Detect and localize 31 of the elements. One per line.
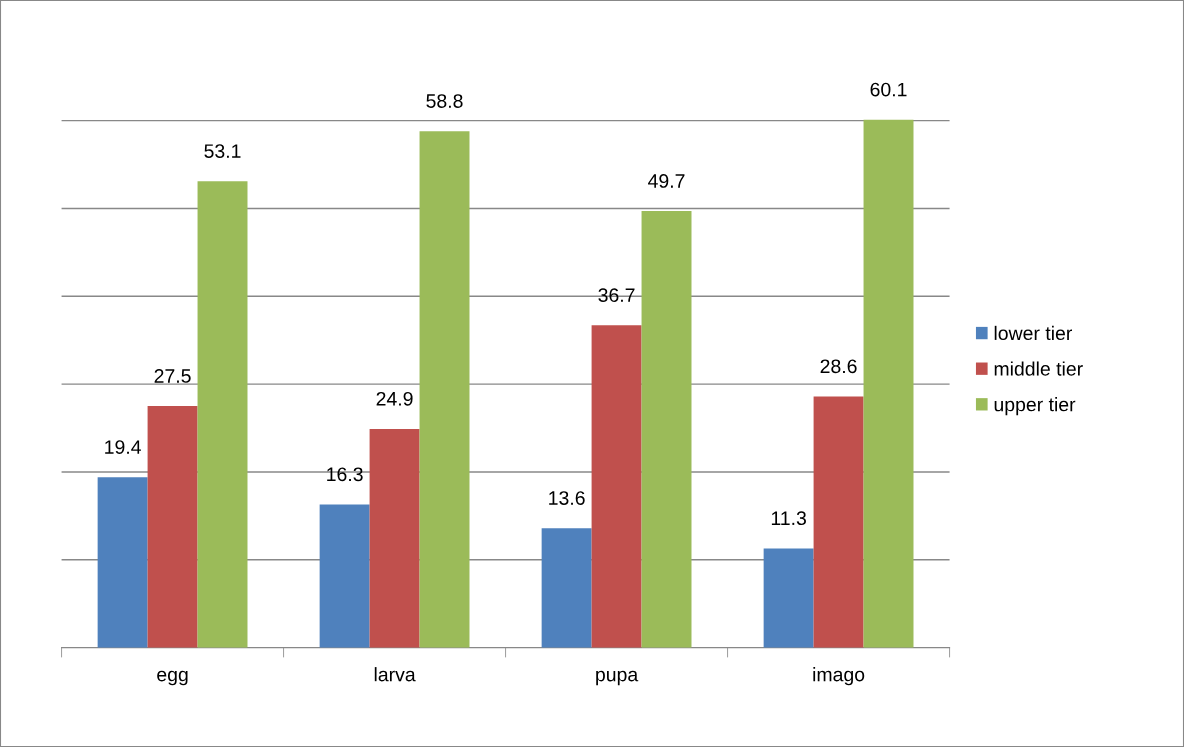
data-label: 16.3 (327, 467, 363, 482)
data-label: 24.9 (376, 391, 413, 406)
data-label: 27.5 (154, 369, 191, 383)
bar (541, 528, 592, 648)
bar (813, 396, 864, 648)
bar (147, 406, 198, 648)
bar (319, 504, 370, 648)
data-label: 28.6 (820, 359, 857, 374)
legend-label: middle tier (994, 361, 1083, 376)
data-label: 49.7 (648, 174, 685, 188)
bar (863, 119, 914, 648)
data-label: 19.4 (105, 440, 141, 454)
bar (763, 548, 814, 648)
bar (641, 211, 692, 648)
data-label: 53.1 (204, 144, 241, 158)
bar (369, 428, 420, 648)
x-tick-label: larva (374, 667, 416, 682)
bar (197, 181, 248, 648)
bar (97, 477, 148, 648)
data-label: 13.6 (549, 491, 585, 505)
data-label: 11.3 (771, 511, 806, 526)
legend-label: lower tier (994, 325, 1072, 341)
bar (591, 325, 642, 648)
bar (419, 131, 470, 648)
x-tick-label: egg (157, 670, 188, 686)
x-tick-label: imago (813, 667, 865, 686)
data-label: 60.1 (870, 82, 907, 97)
data-label: 58.8 (426, 94, 463, 108)
legend-label: upper tier (994, 397, 1076, 416)
x-tick-label: pupa (596, 670, 639, 686)
data-label: 36.7 (598, 288, 635, 303)
